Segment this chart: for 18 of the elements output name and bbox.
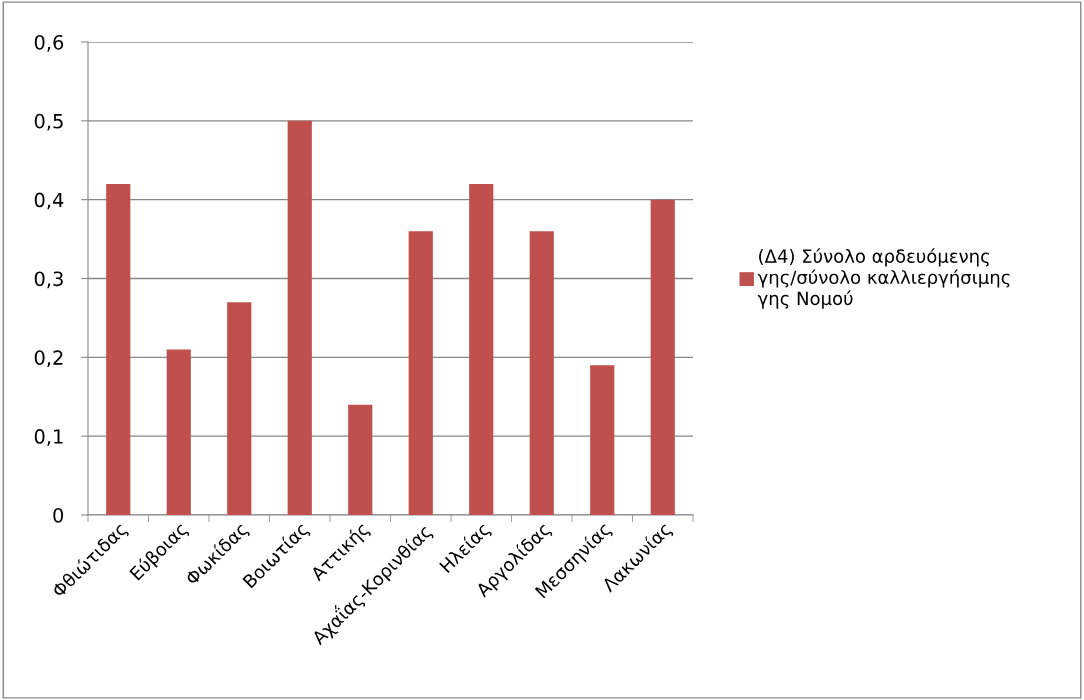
bar <box>590 365 615 515</box>
bar <box>166 349 191 515</box>
legend-label: (Δ4) Σύνολο αρδευόμενης γης/σύνολο καλλιεργήσιμης γης Νομού <box>757 248 1010 309</box>
y-tick-label: 0,2 <box>34 350 63 367</box>
bar <box>348 404 373 515</box>
bar <box>106 183 131 515</box>
bar <box>650 199 675 515</box>
bar <box>529 231 554 515</box>
y-tick-label: 0,4 <box>34 192 64 210</box>
bar <box>408 231 433 515</box>
y-tick-label: 0 <box>53 507 64 523</box>
bar <box>227 302 252 515</box>
y-tick-label: 0,6 <box>34 34 64 52</box>
y-tick-label: 0,5 <box>34 113 63 131</box>
bar <box>287 120 312 515</box>
y-tick-label: 0,3 <box>34 271 63 289</box>
bar <box>469 183 494 515</box>
y-tick-label: 0,1 <box>34 429 63 446</box>
